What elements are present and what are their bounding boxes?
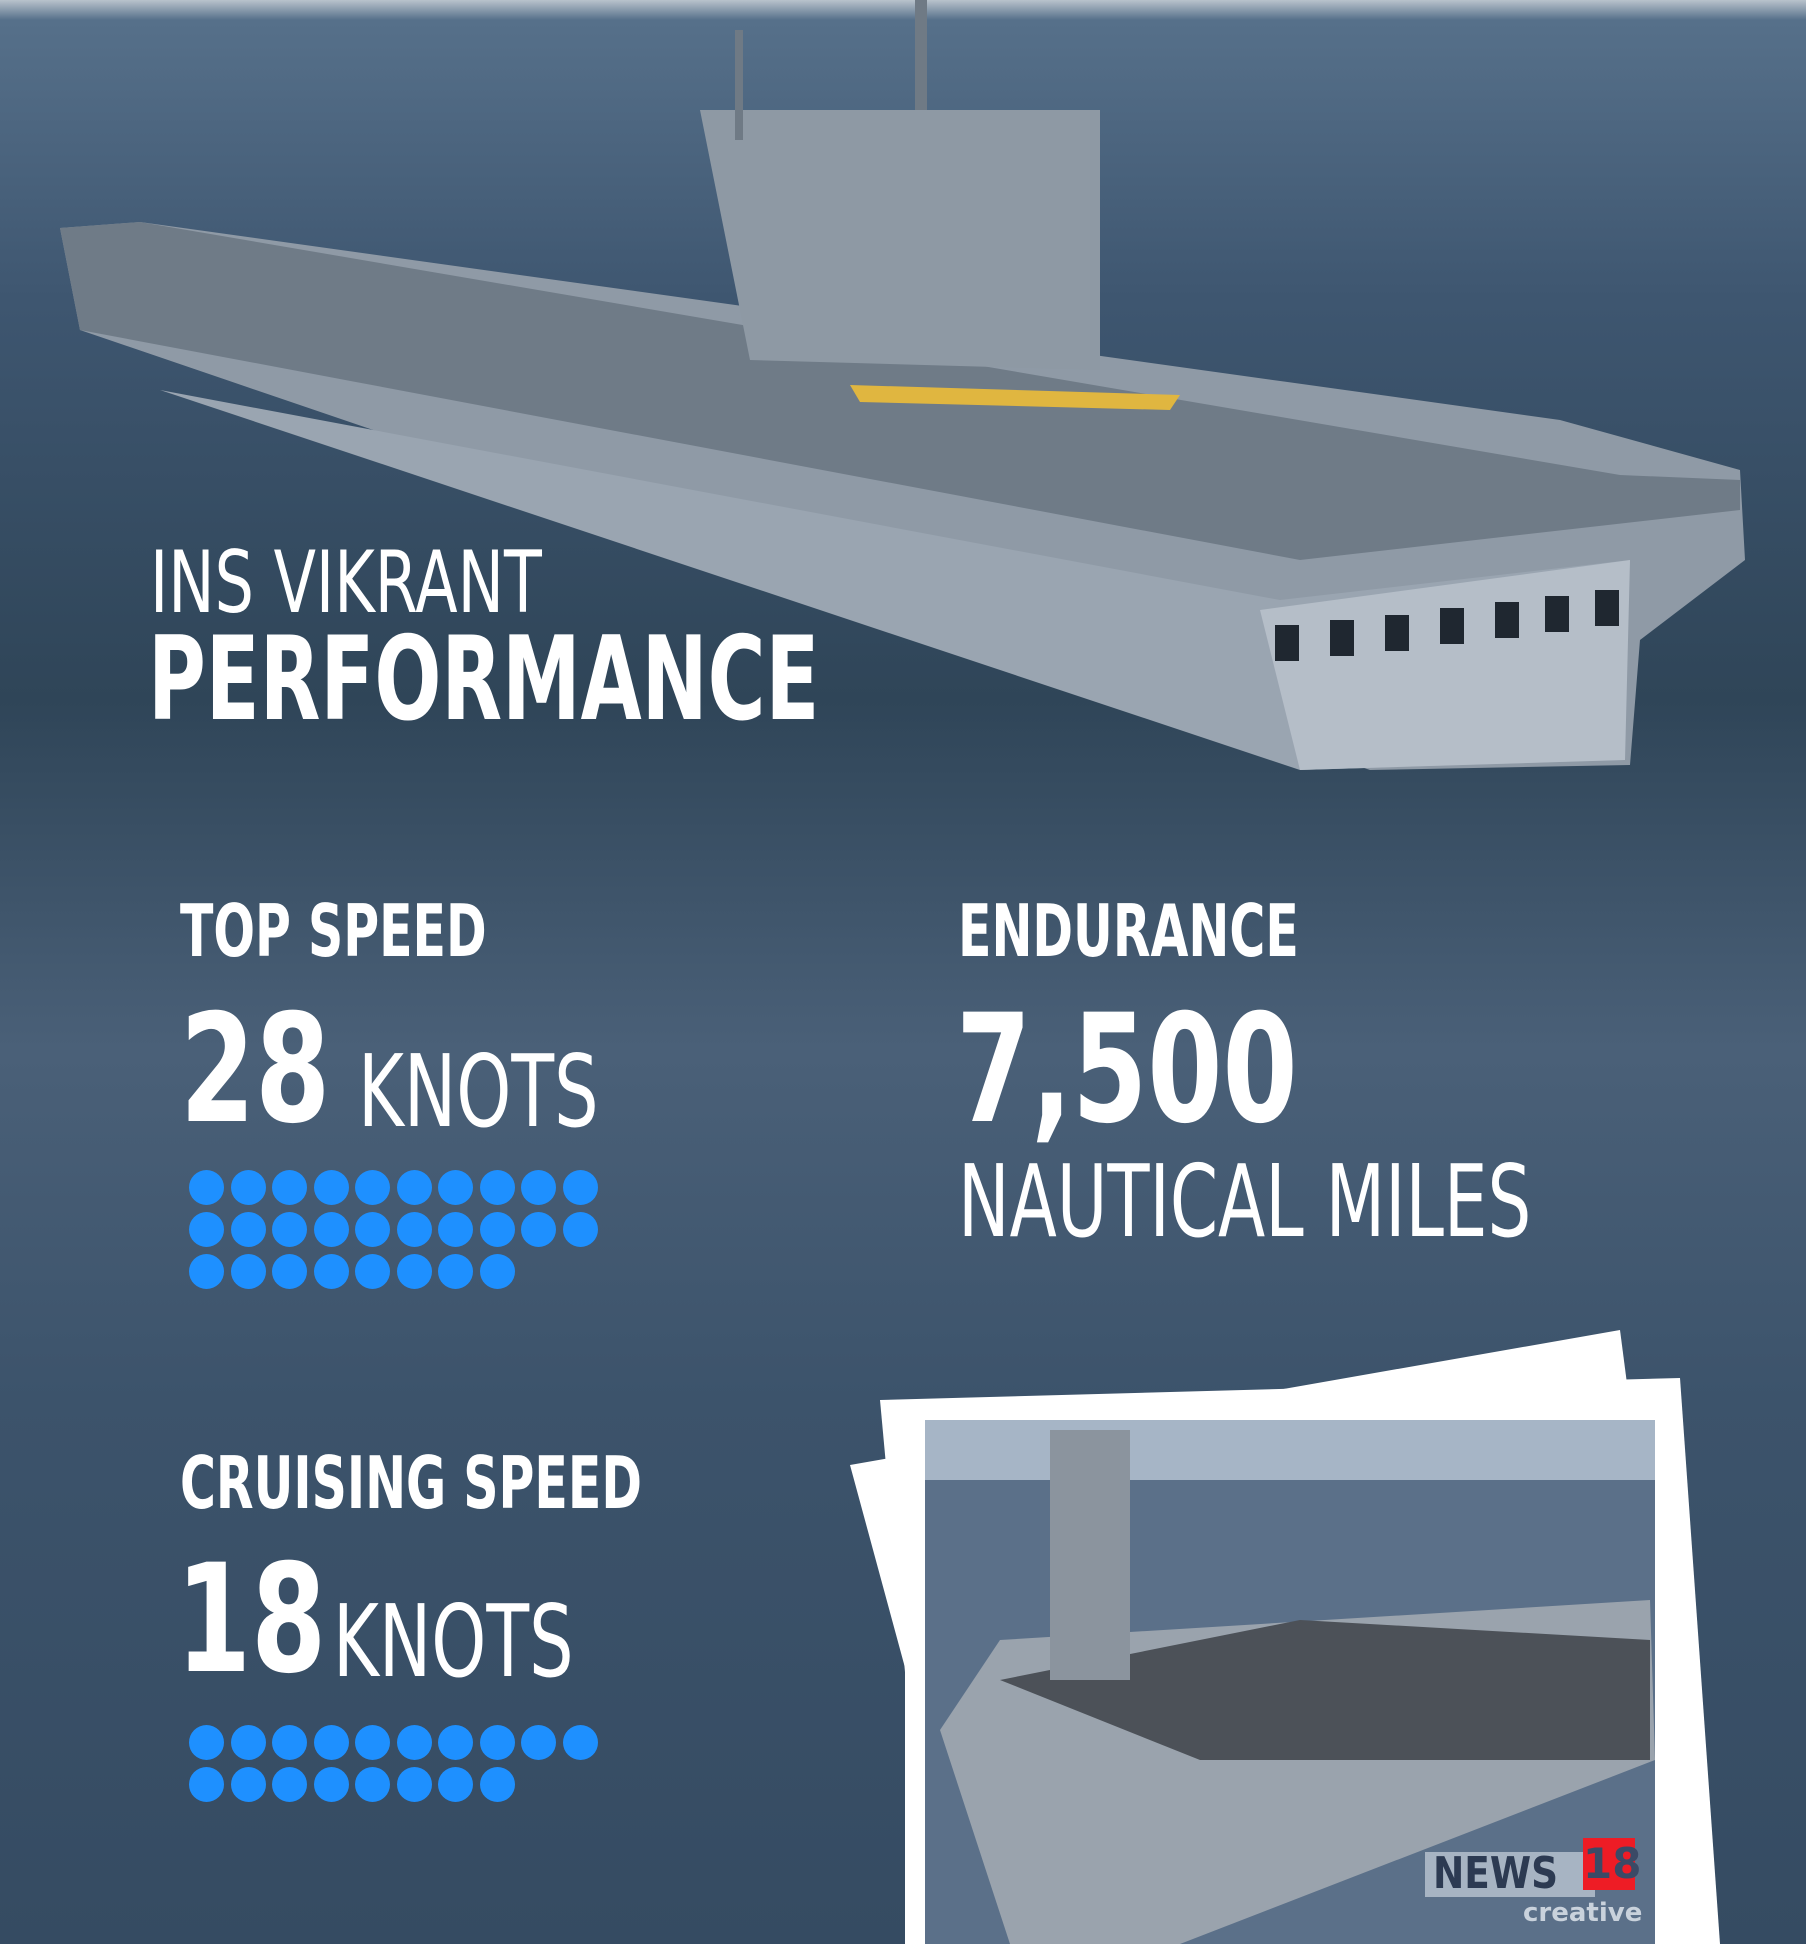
speed-dot [438,1212,473,1247]
speed-dot [230,1170,266,1205]
speed-dot [562,1170,598,1205]
speed-dot [562,1725,598,1760]
speed-dot [396,1254,432,1289]
speed-dot [521,1212,556,1247]
page-title: PERFORMANCE [148,612,820,747]
speed-dot [355,1254,390,1289]
speed-dot [313,1212,349,1247]
speed-dot [479,1170,515,1205]
top-speed-label: TOP SPEED [180,889,487,973]
speed-dot [438,1254,473,1289]
speed-dot [272,1212,307,1247]
aircraft-carrier-illustration [60,0,1745,770]
top-speed-value: 28 [180,983,331,1157]
speed-dot [479,1767,515,1802]
speed-dot [438,1767,473,1802]
stacked-photo-frame [850,1330,1720,1944]
speed-dot [355,1170,390,1205]
endurance-unit: NAUTICAL MILES [958,1143,1532,1260]
cruising-speed-unit: KNOTS [333,1583,574,1700]
speed-dot [272,1254,307,1289]
speed-dot [396,1725,432,1760]
speed-dot [189,1254,224,1289]
logo-sub: creative [1523,1898,1643,1928]
speed-dot [355,1212,390,1247]
cruising-speed-value: 18 [176,1533,327,1707]
speed-dot [438,1170,473,1205]
speed-dot [562,1212,598,1247]
speed-dot [355,1767,390,1802]
speed-dot [521,1725,556,1760]
speed-dot [230,1767,266,1802]
endurance-label: ENDURANCE [958,889,1299,973]
speed-dot [396,1767,432,1802]
speed-dot [189,1725,224,1760]
speed-dot [479,1212,515,1247]
speed-dot [230,1254,266,1289]
endurance-value: 7,500 [956,983,1298,1157]
speed-dot [396,1170,432,1205]
speed-dot [189,1212,224,1247]
speed-dot [189,1170,224,1205]
title-line-1: INS VIKRANT [150,533,542,633]
speed-dot [272,1725,307,1760]
speed-dot [230,1212,266,1247]
speed-dot [313,1767,349,1802]
speed-dot [396,1212,432,1247]
speed-dot [313,1725,349,1760]
logo-brand: NEWS [1433,1848,1559,1899]
top-speed-unit: KNOTS [358,1033,599,1150]
speed-dot [230,1725,266,1760]
speed-dot [355,1725,390,1760]
speed-dot [189,1767,224,1802]
speed-dot [479,1254,515,1289]
speed-dot [272,1170,307,1205]
speed-dot [438,1725,473,1760]
speed-dot [313,1170,349,1205]
cruising-speed-dots [189,1725,598,1802]
top-speed-dots [189,1170,598,1289]
speed-dot [521,1170,556,1205]
speed-dot [313,1254,349,1289]
speed-dot [272,1767,307,1802]
speed-dot [479,1725,515,1760]
logo-number: 18 [1583,1838,1642,1890]
cruising-speed-label: CRUISING SPEED [180,1441,642,1525]
